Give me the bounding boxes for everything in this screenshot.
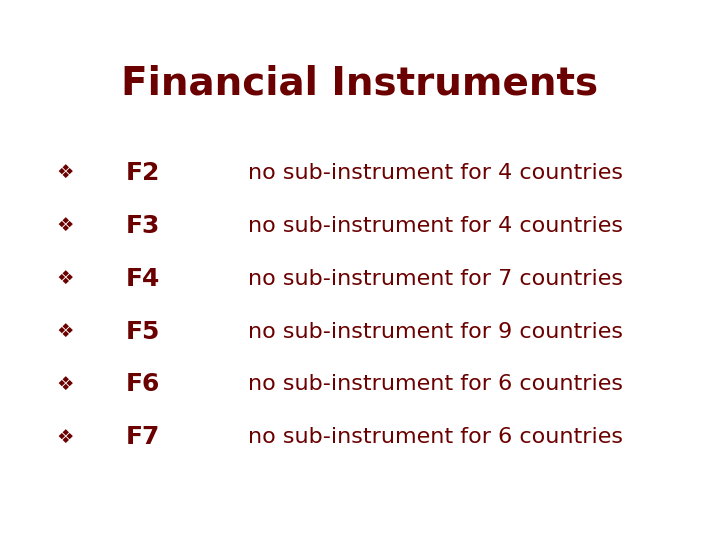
Text: ❖: ❖	[56, 163, 73, 183]
Text: ❖: ❖	[56, 322, 73, 341]
Text: ❖: ❖	[56, 375, 73, 394]
Text: no sub-instrument for 6 countries: no sub-instrument for 6 countries	[248, 427, 624, 448]
Text: F4: F4	[126, 267, 161, 291]
Text: F2: F2	[126, 161, 161, 185]
Text: F5: F5	[126, 320, 161, 343]
Text: F3: F3	[126, 214, 161, 238]
Text: ❖: ❖	[56, 269, 73, 288]
Text: no sub-instrument for 7 countries: no sub-instrument for 7 countries	[248, 268, 624, 289]
Text: ❖: ❖	[56, 216, 73, 235]
Text: ❖: ❖	[56, 428, 73, 447]
Text: no sub-instrument for 4 countries: no sub-instrument for 4 countries	[248, 163, 624, 183]
Text: no sub-instrument for 9 countries: no sub-instrument for 9 countries	[248, 321, 624, 342]
Text: Financial Instruments: Financial Instruments	[122, 65, 598, 103]
Text: no sub-instrument for 6 countries: no sub-instrument for 6 countries	[248, 374, 624, 395]
Text: F7: F7	[126, 426, 161, 449]
Text: F6: F6	[126, 373, 161, 396]
Text: no sub-instrument for 4 countries: no sub-instrument for 4 countries	[248, 215, 624, 236]
